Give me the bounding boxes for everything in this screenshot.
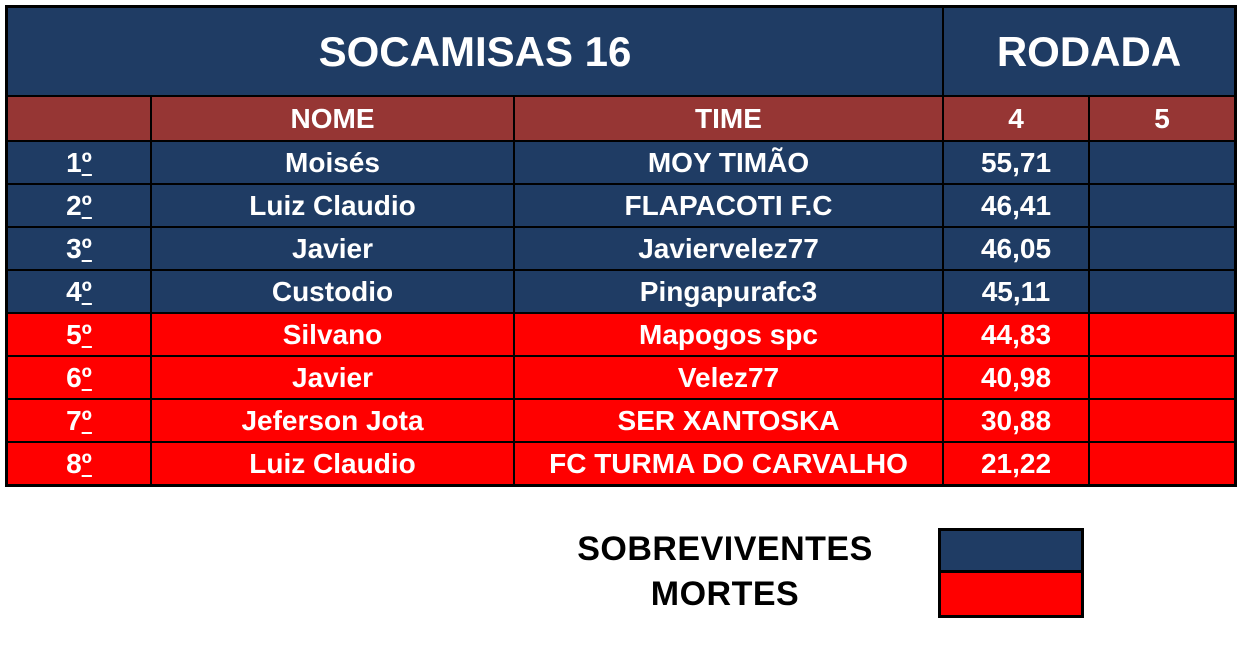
name-cell[interactable]: Silvano <box>152 314 513 355</box>
team-cell[interactable]: FLAPACOTI F.C <box>515 185 942 226</box>
ordinal-symbol: º <box>81 232 92 264</box>
team-cell[interactable]: MOY TIMÃO <box>515 142 942 183</box>
name-cell[interactable]: Luiz Claudio <box>152 185 513 226</box>
legend-swatch-dead <box>941 573 1081 615</box>
round5-cell[interactable] <box>1090 185 1234 226</box>
round5-cell[interactable] <box>1090 443 1234 484</box>
round4-cell[interactable]: 40,98 <box>944 357 1088 398</box>
team-cell[interactable]: Mapogos spc <box>515 314 942 355</box>
header-time[interactable]: TIME <box>515 97 942 140</box>
rank-number: 5 <box>66 318 82 350</box>
round5-cell[interactable] <box>1090 314 1234 355</box>
name-cell[interactable]: Javier <box>152 357 513 398</box>
team-cell[interactable]: SER XANTOSKA <box>515 400 942 441</box>
name-cell[interactable]: Javier <box>152 228 513 269</box>
round4-cell[interactable]: 46,05 <box>944 228 1088 269</box>
round4-cell[interactable]: 44,83 <box>944 314 1088 355</box>
header-round4[interactable]: 4 <box>944 97 1088 140</box>
round5-cell[interactable] <box>1090 400 1234 441</box>
ordinal-symbol: º <box>81 318 92 350</box>
round4-cell[interactable]: 45,11 <box>944 271 1088 312</box>
team-cell[interactable]: Javiervelez77 <box>515 228 942 269</box>
round-header[interactable]: RODADA <box>944 8 1234 95</box>
team-cell[interactable]: Velez77 <box>515 357 942 398</box>
round5-cell[interactable] <box>1090 271 1234 312</box>
header-rank[interactable] <box>8 97 150 140</box>
ordinal-symbol: º <box>81 404 92 436</box>
ordinal-symbol: º <box>81 447 92 479</box>
legend-swatch-survivor <box>941 531 1081 573</box>
rank-number: 2 <box>66 189 82 221</box>
team-cell[interactable]: Pingapurafc3 <box>515 271 942 312</box>
round5-cell[interactable] <box>1090 228 1234 269</box>
table-title[interactable]: SOCAMISAS 16 <box>8 8 942 95</box>
header-round5[interactable]: 5 <box>1090 97 1234 140</box>
name-cell[interactable]: Custodio <box>152 271 513 312</box>
legend-survivors-label: SOBREVIVENTES <box>577 530 873 568</box>
ordinal-symbol: º <box>81 189 92 221</box>
rank-number: 1 <box>66 146 82 178</box>
team-cell[interactable]: FC TURMA DO CARVALHO <box>515 443 942 484</box>
name-cell[interactable]: Jeferson Jota <box>152 400 513 441</box>
rank-number: 3 <box>66 232 82 264</box>
rank-number: 4 <box>66 275 82 307</box>
rank-number: 6 <box>66 361 82 393</box>
ordinal-symbol: º <box>81 146 92 178</box>
round4-cell[interactable]: 55,71 <box>944 142 1088 183</box>
rank-number: 7 <box>66 404 82 436</box>
rank-number: 8 <box>66 447 82 479</box>
ordinal-symbol: º <box>81 275 92 307</box>
ordinal-symbol: º <box>81 361 92 393</box>
round4-cell[interactable]: 21,22 <box>944 443 1088 484</box>
round5-cell[interactable] <box>1090 357 1234 398</box>
legend-swatch <box>938 528 1084 618</box>
round4-cell[interactable]: 46,41 <box>944 185 1088 226</box>
round5-cell[interactable] <box>1090 142 1234 183</box>
name-cell[interactable]: Moisés <box>152 142 513 183</box>
header-nome[interactable]: NOME <box>152 97 513 140</box>
legend-deaths-label: MORTES <box>650 575 800 613</box>
name-cell[interactable]: Luiz Claudio <box>152 443 513 484</box>
round4-cell[interactable]: 30,88 <box>944 400 1088 441</box>
